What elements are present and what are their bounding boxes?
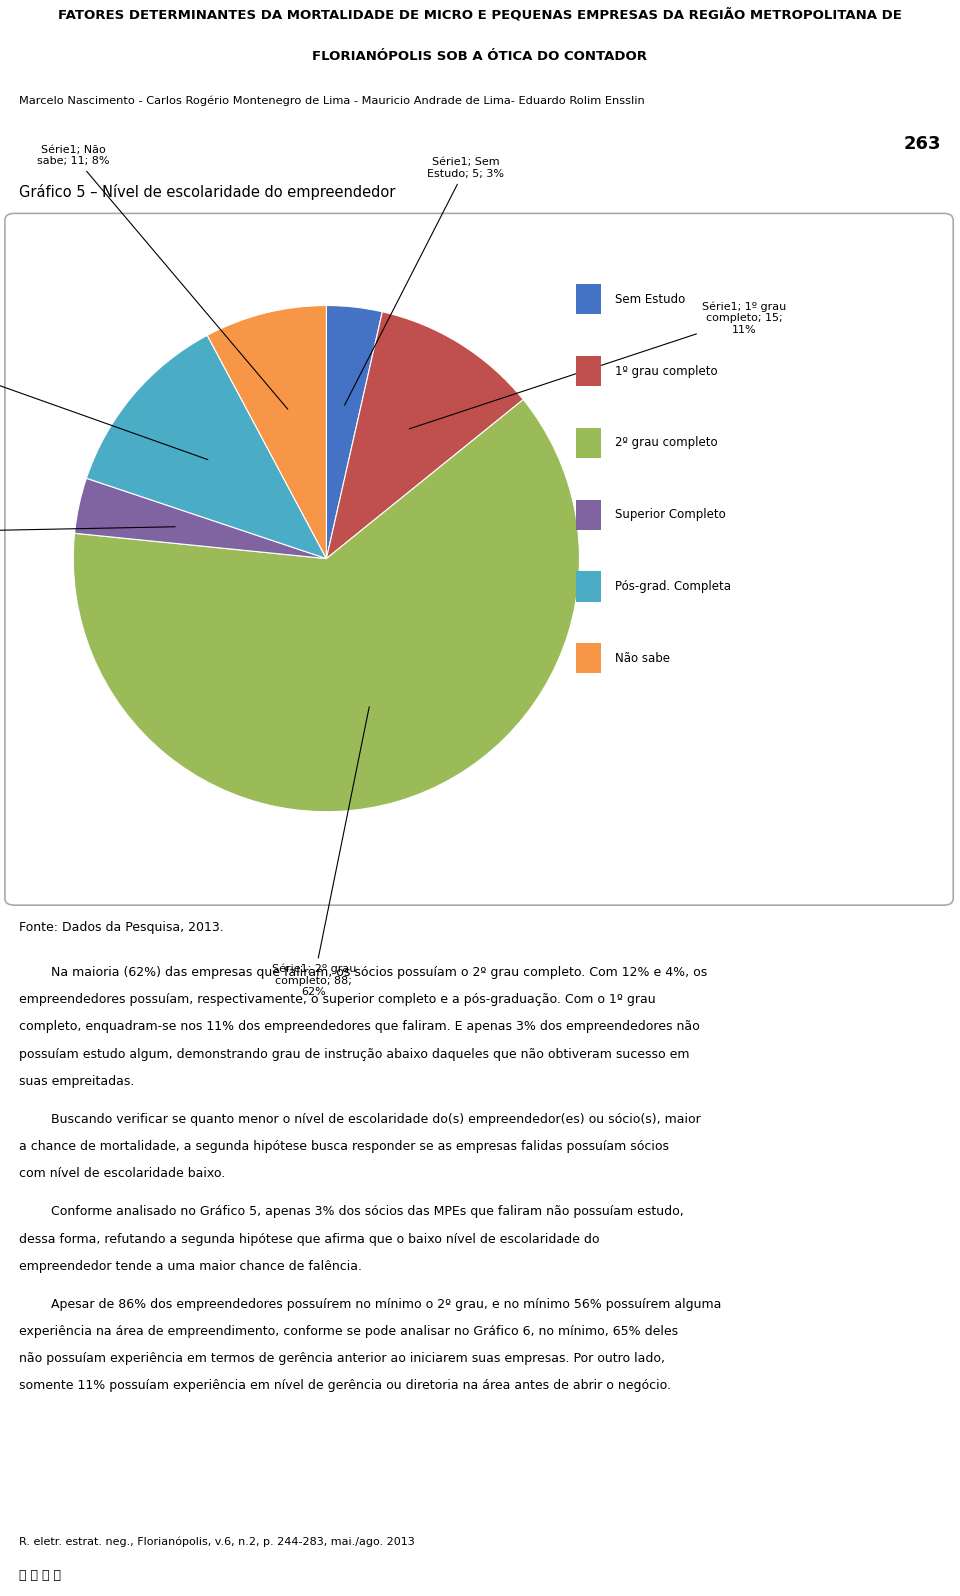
FancyBboxPatch shape bbox=[5, 214, 953, 905]
Text: Conforme analisado no Gráfico 5, apenas 3% dos sócios das MPEs que faliram não p: Conforme analisado no Gráfico 5, apenas … bbox=[19, 1205, 684, 1218]
Text: Gráfico 5 – Nível de escolaridade do empreendedor: Gráfico 5 – Nível de escolaridade do emp… bbox=[19, 184, 396, 200]
Bar bbox=[576, 356, 601, 386]
Wedge shape bbox=[207, 305, 326, 559]
Bar bbox=[576, 428, 601, 458]
Bar bbox=[576, 284, 601, 314]
Text: 1º grau completo: 1º grau completo bbox=[615, 364, 718, 378]
Wedge shape bbox=[326, 311, 523, 559]
Wedge shape bbox=[73, 399, 580, 812]
Text: suas empreitadas.: suas empreitadas. bbox=[19, 1074, 134, 1088]
Text: Série1; 2º grau
completo; 88;
62%: Série1; 2º grau completo; 88; 62% bbox=[272, 707, 370, 998]
Text: empreendedores possuíam, respectivamente, o superior completo e a pós-graduação.: empreendedores possuíam, respectivamente… bbox=[19, 993, 656, 1007]
Bar bbox=[576, 643, 601, 674]
Text: Ⓒ Ⓘ Ⓝ Ⓝ: Ⓒ Ⓘ Ⓝ Ⓝ bbox=[19, 1569, 61, 1582]
Text: 2º grau completo: 2º grau completo bbox=[615, 436, 718, 450]
Bar bbox=[576, 571, 601, 602]
Wedge shape bbox=[326, 305, 382, 559]
Text: Não sabe: Não sabe bbox=[615, 651, 670, 666]
Wedge shape bbox=[75, 479, 326, 559]
Text: Fonte: Dados da Pesquisa, 2013.: Fonte: Dados da Pesquisa, 2013. bbox=[19, 921, 224, 934]
Text: FATORES DETERMINANTES DA MORTALIDADE DE MICRO E PEQUENAS EMPRESAS DA REGIÃO METR: FATORES DETERMINANTES DA MORTALIDADE DE … bbox=[58, 8, 902, 21]
Text: Buscando verificar se quanto menor o nível de escolaridade do(s) empreendedor(es: Buscando verificar se quanto menor o nív… bbox=[19, 1112, 701, 1125]
Text: FLORIANÓPOLIS SOB A ÓTICA DO CONTADOR: FLORIANÓPOLIS SOB A ÓTICA DO CONTADOR bbox=[313, 51, 647, 64]
Text: Marcelo Nascimento - Carlos Rogério Montenegro de Lima - Mauricio Andrade de Lim: Marcelo Nascimento - Carlos Rogério Mont… bbox=[19, 96, 645, 105]
Text: Apesar de 86% dos empreendedores possuírem no mínimo o 2º grau, e no mínimo 56% : Apesar de 86% dos empreendedores possuír… bbox=[19, 1298, 722, 1310]
Text: R. eletr. estrat. neg., Florianópolis, v.6, n.2, p. 244-283, mai./ago. 2013: R. eletr. estrat. neg., Florianópolis, v… bbox=[19, 1537, 415, 1547]
Text: experiência na área de empreendimento, conforme se pode analisar no Gráfico 6, n: experiência na área de empreendimento, c… bbox=[19, 1325, 679, 1337]
Text: a chance de mortalidade, a segunda hipótese busca responder se as empresas falid: a chance de mortalidade, a segunda hipót… bbox=[19, 1140, 669, 1154]
Text: completo, enquadram-se nos 11% dos empreendedores que faliram. E apenas 3% dos e: completo, enquadram-se nos 11% dos empre… bbox=[19, 1020, 700, 1034]
Text: Série1; Sem
Estudo; 5; 3%: Série1; Sem Estudo; 5; 3% bbox=[345, 158, 504, 405]
Text: somente 11% possuíam experiência em nível de gerência ou diretoria na área antes: somente 11% possuíam experiência em níve… bbox=[19, 1379, 671, 1392]
Text: não possuíam experiência em termos de gerência anterior ao iniciarem suas empres: não possuíam experiência em termos de ge… bbox=[19, 1352, 665, 1365]
Text: Série1; 1º grau
completo; 15;
11%: Série1; 1º grau completo; 15; 11% bbox=[409, 302, 786, 429]
Text: 263: 263 bbox=[903, 134, 941, 153]
Text: Superior Completo: Superior Completo bbox=[615, 508, 726, 522]
Text: Sem Estudo: Sem Estudo bbox=[615, 292, 685, 306]
Text: Série1; Pós-
grad. Completa;
17; 12%: Série1; Pós- grad. Completa; 17; 12% bbox=[0, 314, 207, 460]
Text: Na maioria (62%) das empresas que faliram, os sócios possuíam o 2º grau completo: Na maioria (62%) das empresas que falira… bbox=[19, 966, 708, 978]
Text: Pós-grad. Completa: Pós-grad. Completa bbox=[615, 579, 732, 594]
Bar bbox=[576, 500, 601, 530]
Text: dessa forma, refutando a segunda hipótese que afirma que o baixo nível de escola: dessa forma, refutando a segunda hipótes… bbox=[19, 1232, 600, 1245]
Text: possuíam estudo algum, demonstrando grau de instrução abaixo daqueles que não ob: possuíam estudo algum, demonstrando grau… bbox=[19, 1047, 689, 1061]
Wedge shape bbox=[86, 335, 326, 559]
Text: Série1; Não
sabe; 11; 8%: Série1; Não sabe; 11; 8% bbox=[37, 145, 288, 409]
Text: empreendedor tende a uma maior chance de falência.: empreendedor tende a uma maior chance de… bbox=[19, 1259, 362, 1274]
Text: Série1; Superior
Completo; 5;
4%: Série1; Superior Completo; 5; 4% bbox=[0, 517, 175, 551]
Text: com nível de escolaridade baixo.: com nível de escolaridade baixo. bbox=[19, 1167, 226, 1181]
